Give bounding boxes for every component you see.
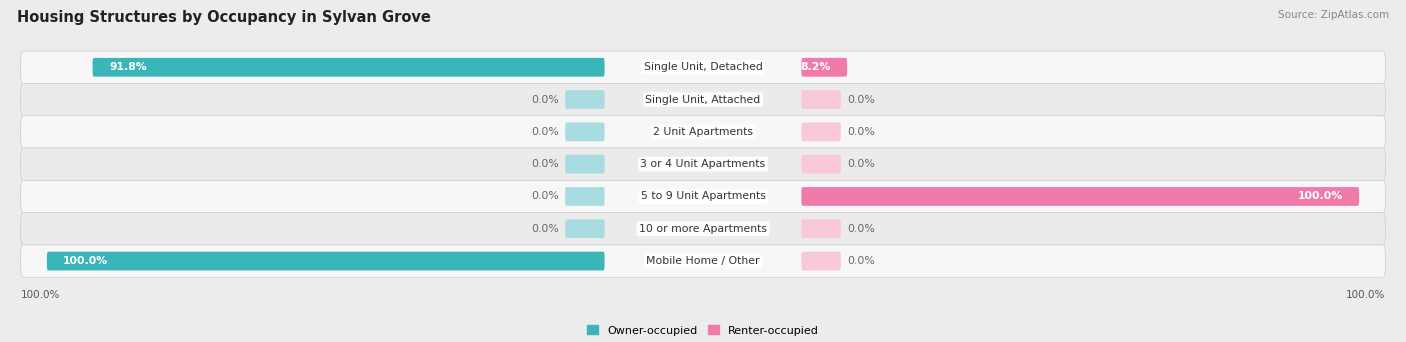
Text: 91.8%: 91.8% [110, 62, 146, 72]
Text: 100.0%: 100.0% [1346, 290, 1385, 300]
FancyBboxPatch shape [21, 180, 1385, 213]
Text: Mobile Home / Other: Mobile Home / Other [647, 256, 759, 266]
Text: 5 to 9 Unit Apartments: 5 to 9 Unit Apartments [641, 192, 765, 201]
FancyBboxPatch shape [801, 90, 841, 109]
Text: 0.0%: 0.0% [848, 94, 875, 105]
Text: 8.2%: 8.2% [800, 62, 831, 72]
Text: 0.0%: 0.0% [531, 192, 558, 201]
FancyBboxPatch shape [21, 116, 1385, 148]
Text: Single Unit, Detached: Single Unit, Detached [644, 62, 762, 72]
Text: 0.0%: 0.0% [531, 127, 558, 137]
Text: 0.0%: 0.0% [531, 94, 558, 105]
FancyBboxPatch shape [93, 58, 605, 77]
Text: 10 or more Apartments: 10 or more Apartments [638, 224, 768, 234]
Text: 0.0%: 0.0% [848, 256, 875, 266]
FancyBboxPatch shape [801, 187, 1360, 206]
Text: Single Unit, Attached: Single Unit, Attached [645, 94, 761, 105]
Text: 100.0%: 100.0% [1298, 192, 1343, 201]
FancyBboxPatch shape [21, 148, 1385, 180]
FancyBboxPatch shape [565, 155, 605, 173]
Text: 0.0%: 0.0% [848, 127, 875, 137]
Text: 100.0%: 100.0% [21, 290, 60, 300]
FancyBboxPatch shape [801, 155, 841, 173]
Text: 2 Unit Apartments: 2 Unit Apartments [652, 127, 754, 137]
Text: Source: ZipAtlas.com: Source: ZipAtlas.com [1278, 10, 1389, 20]
Legend: Owner-occupied, Renter-occupied: Owner-occupied, Renter-occupied [582, 321, 824, 340]
FancyBboxPatch shape [565, 90, 605, 109]
Text: 3 or 4 Unit Apartments: 3 or 4 Unit Apartments [641, 159, 765, 169]
FancyBboxPatch shape [565, 187, 605, 206]
FancyBboxPatch shape [565, 220, 605, 238]
Text: 0.0%: 0.0% [848, 224, 875, 234]
Text: 0.0%: 0.0% [848, 159, 875, 169]
FancyBboxPatch shape [801, 122, 841, 141]
FancyBboxPatch shape [21, 245, 1385, 277]
FancyBboxPatch shape [46, 252, 605, 271]
Text: 0.0%: 0.0% [531, 224, 558, 234]
Text: Housing Structures by Occupancy in Sylvan Grove: Housing Structures by Occupancy in Sylva… [17, 10, 430, 25]
Text: 0.0%: 0.0% [531, 159, 558, 169]
Text: 100.0%: 100.0% [63, 256, 108, 266]
FancyBboxPatch shape [21, 83, 1385, 116]
FancyBboxPatch shape [801, 220, 841, 238]
FancyBboxPatch shape [21, 51, 1385, 83]
FancyBboxPatch shape [21, 213, 1385, 245]
FancyBboxPatch shape [565, 122, 605, 141]
FancyBboxPatch shape [801, 252, 841, 271]
FancyBboxPatch shape [801, 58, 848, 77]
